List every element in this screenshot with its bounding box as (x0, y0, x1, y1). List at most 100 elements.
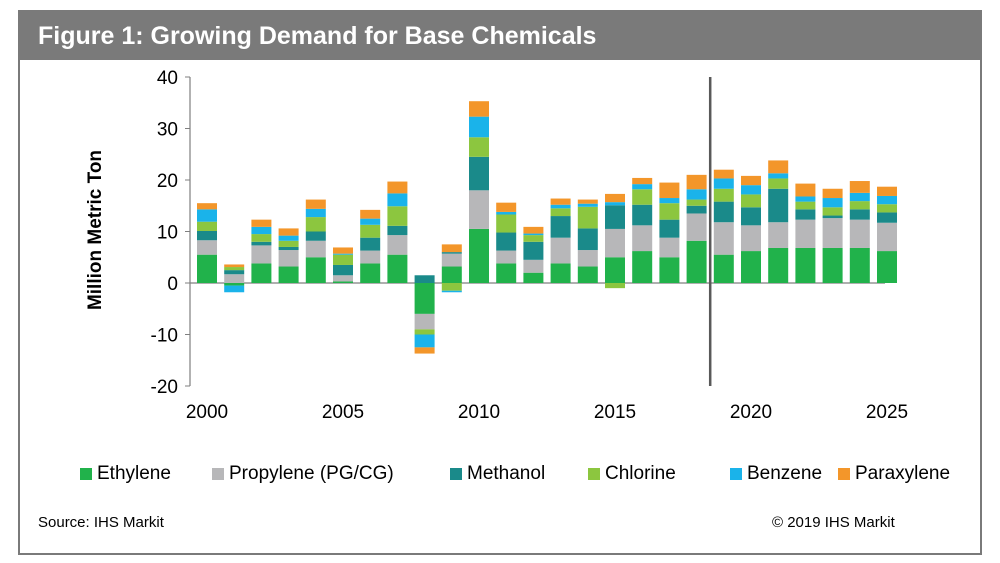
bar-segment-propylene-pg-cg-2023 (822, 218, 843, 248)
bars (197, 101, 897, 354)
legend-item-chlorine: Chlorine (588, 462, 676, 486)
bar-segment-chlorine-2022 (795, 201, 816, 210)
bar-segment-methanol-2007 (387, 225, 408, 236)
bar-segment-ethylene-2018 (686, 240, 707, 283)
bar-segment-benzene-2024 (849, 192, 870, 202)
bar-segment-benzene-2011 (496, 211, 517, 215)
bar-segment-ethylene-2025 (877, 251, 897, 283)
bar-segment-benzene-2022 (795, 196, 816, 202)
bar-segment-benzene-2002 (251, 226, 272, 235)
legend-label: Propylene (PG/CG) (229, 463, 394, 484)
bar-segment-benzene-2012 (523, 233, 544, 236)
y-tick-label: 20 (157, 171, 178, 192)
bar-segment-methanol-2011 (496, 232, 517, 251)
bar-segment-methanol-2006 (360, 237, 381, 251)
bar-segment-ethylene-2023 (822, 247, 843, 283)
bar-segment-methanol-2012 (523, 241, 544, 260)
bar-segment-methanol-2020 (741, 207, 761, 226)
legend-label: Chlorine (605, 463, 676, 484)
bar-segment-propylene-pg-cg-2011 (496, 250, 517, 264)
bar-segment-methanol-2000 (197, 230, 217, 241)
bar-segment-methanol-2018 (686, 205, 707, 214)
bar-segment-ethylene-2008 (414, 283, 435, 314)
legend-item-methanol: Methanol (450, 462, 545, 486)
bar-segment-benzene-2003 (278, 235, 299, 241)
bar-segment-ethylene-2009 (441, 266, 462, 283)
bar-segment-propylene-pg-cg-2019 (713, 222, 734, 255)
bar-segment-ethylene-2004 (305, 257, 326, 283)
x-tick-label: 2020 (730, 402, 772, 423)
bar-segment-ethylene-2002 (251, 263, 272, 283)
bar-segment-ethylene-2005 (333, 281, 353, 283)
legend-label: Benzene (747, 463, 823, 484)
bar-segment-methanol-2010 (469, 156, 489, 191)
bar-segment-propylene-pg-cg-2017 (659, 237, 680, 258)
bar-segment-chlorine-2005 (333, 254, 353, 265)
bar-segment-benzene-2016 (632, 184, 653, 190)
bar-segment-propylene-pg-cg-2015 (605, 228, 625, 258)
bar-segment-methanol-2022 (795, 209, 816, 220)
bar-segment-ethylene-2019 (713, 254, 734, 283)
bar-segment-ethylene-2013 (550, 263, 571, 283)
bar-segment-methanol-2009 (441, 252, 462, 254)
x-tick-label: 2010 (458, 402, 500, 423)
bar-segment-ethylene-2020 (741, 251, 761, 283)
bar-segment-propylene-pg-cg-2005 (333, 275, 353, 282)
bar-segment-paraxylene-2010 (469, 101, 489, 117)
bar-segment-benzene-2013 (550, 204, 571, 209)
bar-segment-paraxylene-2021 (768, 160, 789, 174)
bar-segment-methanol-2014 (577, 228, 598, 251)
bar-segment-benzene-2023 (822, 198, 843, 208)
x-tick-label: 2000 (186, 402, 228, 423)
bar-segment-ethylene-2012 (523, 272, 544, 283)
copyright-note: © 2019 IHS Markit (772, 514, 895, 531)
bar-segment-propylene-pg-cg-2013 (550, 237, 571, 264)
bar-segment-methanol-2023 (822, 215, 843, 219)
x-tick-label: 2005 (322, 402, 364, 423)
bar-segment-ethylene-2010 (469, 228, 489, 283)
bar-segment-ethylene-2024 (849, 247, 870, 283)
bar-segment-benzene-2006 (360, 218, 381, 225)
bar-segment-chlorine-2011 (496, 214, 517, 233)
bar-segment-methanol-2005 (333, 264, 353, 276)
bar-segment-chlorine-2018 (686, 199, 707, 206)
bar-segment-paraxylene-2002 (251, 219, 272, 227)
bar-segment-paraxylene-2018 (686, 174, 707, 190)
bar-segment-benzene-2025 (877, 195, 897, 205)
y-tick-label: 0 (167, 274, 178, 295)
bar-segment-propylene-pg-cg-2021 (768, 222, 789, 248)
bar-segment-paraxylene-2004 (305, 199, 326, 209)
bar-segment-paraxylene-2006 (360, 209, 381, 219)
y-tick-label: 30 (157, 120, 178, 141)
bar-segment-benzene-2001 (224, 285, 245, 293)
legend-swatch (588, 468, 600, 480)
source-note: Source: IHS Markit (38, 514, 164, 531)
bar-segment-paraxylene-2011 (496, 202, 517, 212)
bar-segment-paraxylene-2003 (278, 228, 299, 236)
legend-swatch (838, 468, 850, 480)
bar-segment-ethylene-2011 (496, 263, 517, 283)
bar-segment-propylene-pg-cg-2009 (441, 253, 462, 267)
bar-segment-methanol-2021 (768, 188, 789, 223)
legend-swatch (450, 468, 462, 480)
legend-swatch (80, 468, 92, 480)
bar-segment-paraxylene-2012 (523, 226, 544, 234)
bar-segment-benzene-2004 (305, 208, 326, 218)
bar-segment-benzene-2018 (686, 189, 707, 200)
bar-segment-benzene-2007 (387, 193, 408, 207)
legend-item-benzene: Benzene (730, 462, 822, 486)
bar-segment-benzene-2009 (441, 290, 462, 293)
bar-segment-paraxylene-2022 (795, 183, 816, 197)
bar-segment-chlorine-2009 (441, 283, 462, 291)
bar-segment-methanol-2004 (305, 231, 326, 241)
bar-segment-ethylene-2016 (632, 251, 653, 283)
bar-segment-methanol-2003 (278, 246, 299, 251)
bar-segment-ethylene-2014 (577, 266, 598, 283)
bar-segment-benzene-2005 (333, 253, 353, 255)
bar-segment-methanol-2013 (550, 216, 571, 238)
bar-segment-paraxylene-2025 (877, 186, 897, 196)
x-tick-label: 2015 (594, 402, 636, 423)
bar-segment-chlorine-2007 (387, 206, 408, 226)
bar-segment-propylene-pg-cg-2000 (197, 240, 217, 255)
